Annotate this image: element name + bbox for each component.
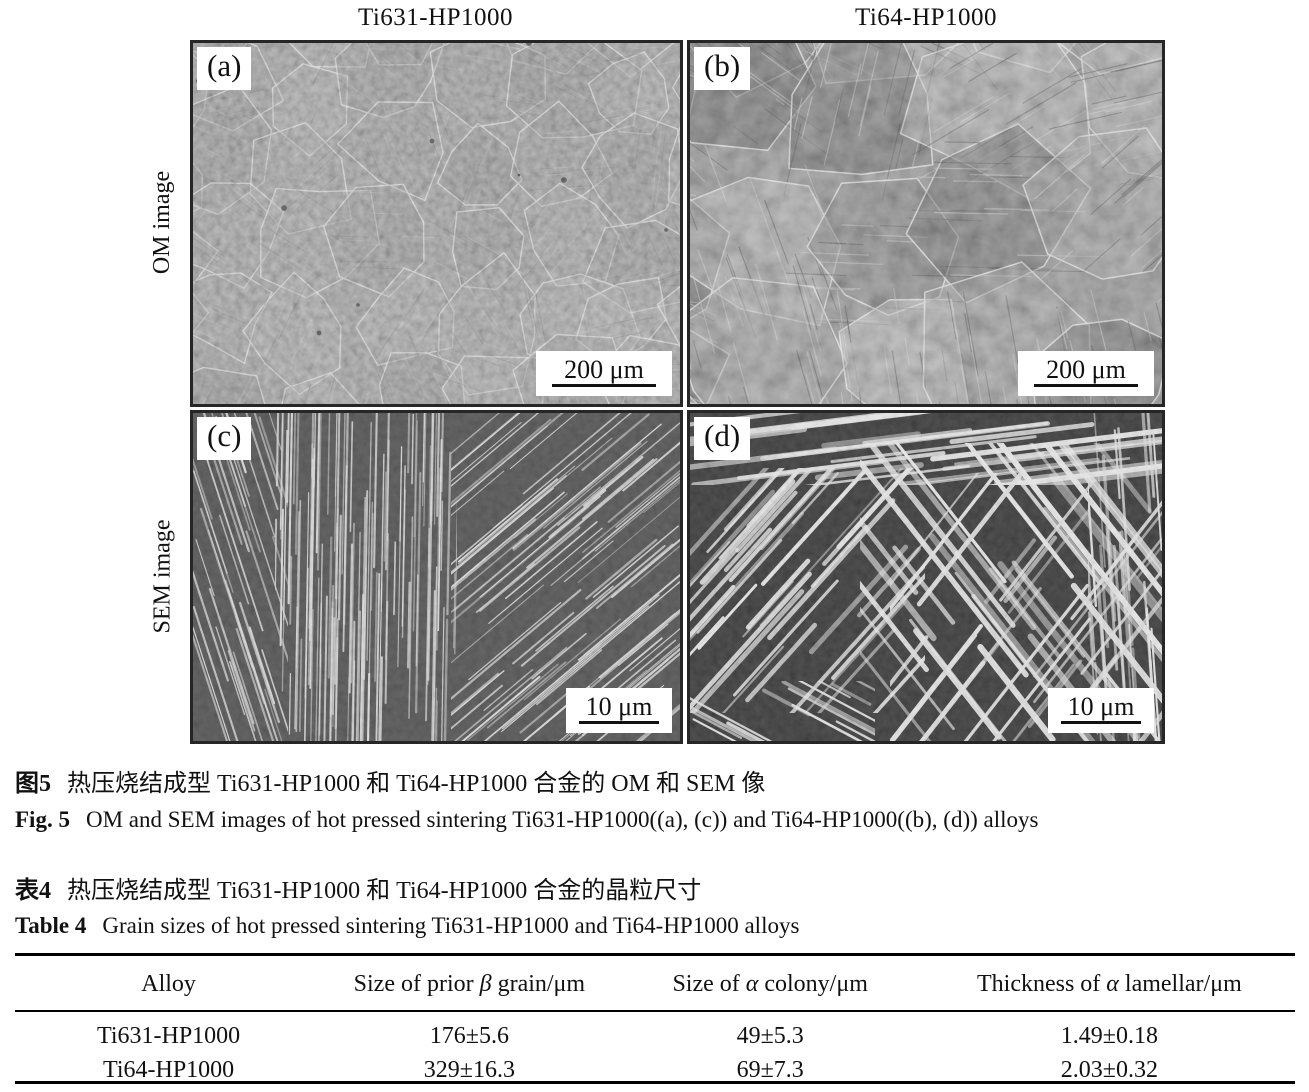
table-cell: 1.49±0.18 (1060, 1022, 1158, 1049)
figure-caption-cn-label: 图5 (15, 771, 51, 797)
figure-caption-cn: 图5 热压烧结成型 Ti631-HP1000 和 Ti64-HP1000 合金的 … (15, 771, 766, 797)
scale-bar-line (552, 384, 656, 387)
row-label-sem: SEM image (149, 519, 176, 633)
table-caption-cn: 表4 热压烧结成型 Ti631-HP1000 和 Ti64-HP1000 合金的晶… (15, 878, 702, 904)
table-cell: Ti631-HP1000 (97, 1022, 241, 1049)
panel-a-om-ti631: (a) 200 μm (190, 40, 683, 407)
column-title-ti64: Ti64-HP1000 (854, 4, 998, 31)
table-cell: 329±16.3 (423, 1056, 515, 1083)
scale-bar-text: 10 μm (1067, 691, 1135, 721)
table-caption-cn-label: 表4 (15, 878, 51, 904)
scale-bar-c: 10 μm (566, 687, 672, 733)
panel-c-sem-ti631: (c) 10 μm (190, 410, 683, 744)
scale-bar-text: 200 μm (564, 354, 644, 384)
scale-bar-a: 200 μm (536, 350, 672, 396)
scale-bar-text: 200 μm (1046, 354, 1126, 384)
scale-bar-text: 10 μm (585, 691, 653, 721)
table-caption-en-label: Table 4 (15, 913, 87, 938)
header-cell-alloy: Alloy (141, 970, 196, 997)
micrograph-texture-d (690, 413, 1162, 741)
scale-bar-line (579, 721, 659, 724)
header-cell-alpha-colony: Size of α colony/μm (672, 970, 868, 997)
table-cell: 176±5.6 (429, 1022, 509, 1049)
table-cell: Ti64-HP1000 (103, 1056, 235, 1083)
table-header-row: Alloy Size of prior β grain/μm Size of α… (15, 958, 1295, 1010)
table-row: Ti631-HP1000 176±5.6 49±5.3 1.49±0.18 (15, 1012, 1295, 1060)
header-cell-alpha-lamellar: Thickness of α lamellar/μm (976, 970, 1242, 997)
scale-bar-line (1034, 384, 1138, 387)
table-bottom-rule (15, 1081, 1295, 1084)
figure-caption-en: Fig. 5 OM and SEM images of hot pressed s… (15, 807, 1039, 832)
table-caption-en: Table 4 Grain sizes of hot pressed sinter… (15, 913, 800, 938)
micrograph-texture-c (193, 413, 680, 741)
panel-label-d: (d) (694, 417, 751, 460)
table-cell: 2.03±0.32 (1060, 1056, 1158, 1083)
row-label-om: OM image (149, 170, 176, 275)
column-title-ti631: Ti631-HP1000 (357, 4, 514, 31)
table-cell: 49±5.3 (736, 1022, 804, 1049)
table-header-rule (15, 1010, 1295, 1012)
scale-bar-d: 10 μm (1048, 687, 1154, 733)
scale-bar-line (1061, 721, 1141, 724)
panel-label-c: (c) (197, 417, 252, 460)
panel-b-om-ti64: (b) 200 μm (687, 40, 1165, 407)
scale-bar-b: 200 μm (1018, 350, 1154, 396)
micrograph-texture-b (690, 43, 1162, 404)
panel-d-sem-ti64: (d) 10 μm (687, 410, 1165, 744)
panel-label-a: (a) (197, 47, 252, 90)
table-row: Ti64-HP1000 329±16.3 69±7.3 2.03±0.32 (15, 1048, 1295, 1092)
table-top-rule (15, 953, 1295, 956)
figure-caption-en-label: Fig. 5 (15, 807, 70, 832)
table-cell: 69±7.3 (736, 1056, 804, 1083)
panel-label-b: (b) (694, 47, 751, 90)
header-cell-beta-grain: Size of prior β grain/μm (353, 970, 586, 997)
